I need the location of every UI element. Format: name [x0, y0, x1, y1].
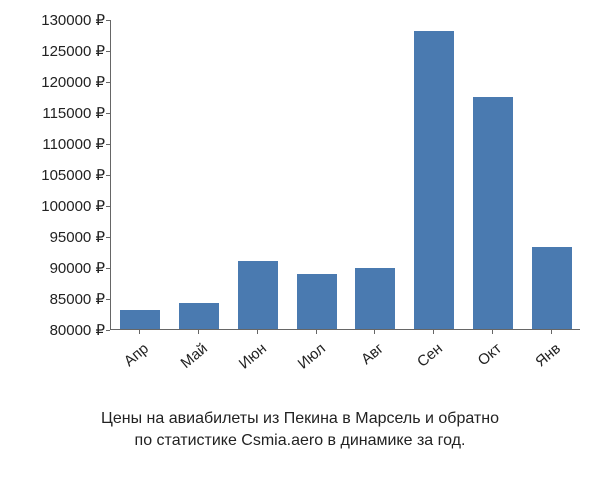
y-tick-label: 115000 ₽ [5, 104, 105, 122]
x-tick-label: Апр [111, 340, 153, 379]
x-tick-label: Окт [463, 340, 505, 379]
x-tick-mark [433, 330, 434, 334]
y-tick-mark [106, 20, 110, 21]
bar [179, 303, 219, 329]
x-tick-mark [551, 330, 552, 334]
y-tick-label: 95000 ₽ [5, 228, 105, 246]
bar [414, 31, 454, 329]
x-tick-mark [139, 330, 140, 334]
y-tick-label: 120000 ₽ [5, 73, 105, 91]
x-tick-label: Авг [346, 340, 388, 379]
y-tick-label: 100000 ₽ [5, 197, 105, 215]
y-tick-mark [106, 144, 110, 145]
x-tick-mark [492, 330, 493, 334]
y-tick-label: 110000 ₽ [5, 135, 105, 153]
y-tick-mark [106, 237, 110, 238]
x-tick-label: Сен [404, 340, 446, 379]
y-tick-label: 90000 ₽ [5, 259, 105, 277]
y-tick-mark [106, 206, 110, 207]
x-tick-label: Июн [228, 340, 270, 379]
y-tick-mark [106, 51, 110, 52]
x-tick-label: Июл [287, 340, 329, 379]
bar [532, 247, 572, 329]
price-bar-chart: 80000 ₽ 85000 ₽ 90000 ₽ 95000 ₽ 100000 ₽ 1050… [0, 10, 600, 390]
x-tick-mark [257, 330, 258, 334]
y-tick-mark [106, 299, 110, 300]
y-tick-mark [106, 175, 110, 176]
y-tick-mark [106, 268, 110, 269]
y-tick-label: 80000 ₽ [5, 321, 105, 339]
caption-line-1: Цены на авиабилеты из Пекина в Марсель и… [101, 410, 499, 427]
y-tick-mark [106, 82, 110, 83]
x-tick-mark [316, 330, 317, 334]
x-tick-label: Янв [522, 340, 564, 379]
caption-line-2: по статистике Csmia.aero в динамике за г… [135, 432, 466, 449]
y-tick-label: 105000 ₽ [5, 166, 105, 184]
y-tick-label: 85000 ₽ [5, 290, 105, 308]
bar [355, 268, 395, 329]
y-tick-label: 130000 ₽ [5, 11, 105, 29]
x-tick-mark [374, 330, 375, 334]
x-tick-mark [198, 330, 199, 334]
plot-area [110, 20, 580, 330]
bar [473, 97, 513, 330]
y-tick-label: 125000 ₽ [5, 42, 105, 60]
x-tick-label: Май [169, 340, 211, 379]
bar [120, 310, 160, 329]
y-tick-mark [106, 113, 110, 114]
chart-caption: Цены на авиабилеты из Пекина в Марсель и… [0, 408, 600, 451]
bar [238, 261, 278, 329]
bar [297, 274, 337, 329]
y-tick-mark [106, 330, 110, 331]
